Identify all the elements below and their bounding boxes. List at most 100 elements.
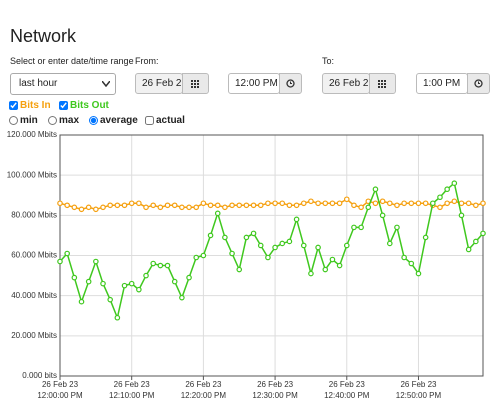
point — [379, 198, 386, 205]
radio[interactable] — [89, 116, 98, 125]
clock-icon — [286, 79, 295, 88]
x-tick-label: 26 Feb 23 12:10:00 PM — [109, 380, 155, 400]
point — [458, 212, 465, 219]
point — [250, 230, 257, 237]
x-tick-label: 26 Feb 23 12:20:00 PM — [180, 380, 227, 400]
range-select[interactable]: last hour — [10, 73, 116, 95]
point — [286, 238, 293, 245]
point — [222, 204, 228, 211]
y-tick-label: 100.000 Mbits — [7, 170, 57, 179]
point — [308, 198, 314, 205]
point — [143, 272, 149, 279]
point — [308, 270, 314, 277]
point — [236, 266, 243, 273]
x-tick-label: 26 Feb 23 12:50:00 PM — [395, 380, 442, 400]
point — [186, 274, 192, 281]
point — [293, 202, 300, 209]
point — [107, 202, 113, 209]
point — [351, 202, 357, 209]
from-time[interactable]: 12:00 PM — [228, 73, 280, 94]
point — [451, 180, 458, 187]
point — [257, 242, 264, 249]
point — [107, 296, 113, 303]
point — [207, 232, 214, 239]
point — [343, 196, 350, 203]
y-tick-label: 60.000 Mbits — [11, 251, 57, 260]
point — [279, 240, 286, 247]
calendar-button[interactable] — [369, 73, 396, 94]
point — [257, 202, 264, 209]
actual-option[interactable]: actual — [145, 115, 185, 126]
point — [451, 198, 458, 205]
page-title: Network — [10, 26, 77, 46]
point — [365, 204, 372, 211]
point — [315, 244, 321, 251]
point — [243, 202, 250, 209]
to-date[interactable]: 26 Feb 2 — [322, 73, 370, 94]
mode-option[interactable]: min — [9, 115, 38, 126]
point — [186, 204, 192, 211]
point — [379, 212, 386, 219]
point — [136, 286, 142, 293]
radio[interactable] — [48, 116, 57, 125]
point — [64, 202, 70, 209]
point — [473, 202, 479, 209]
point — [322, 200, 329, 207]
to-time[interactable]: 1:00 PM — [416, 73, 468, 94]
clock-icon — [474, 79, 483, 88]
clock-button[interactable] — [279, 73, 302, 94]
checkbox[interactable] — [59, 101, 68, 110]
point — [322, 266, 329, 273]
y-tick-label: 20.000 Mbits — [11, 331, 57, 340]
checkbox[interactable] — [145, 116, 154, 125]
mode-option[interactable]: average — [89, 115, 138, 126]
to-label: To: — [322, 56, 335, 66]
point — [114, 314, 121, 321]
point — [171, 278, 178, 285]
point — [329, 200, 336, 207]
y-tick-label: 0.000 bits — [22, 371, 57, 380]
point — [193, 254, 200, 261]
point — [394, 202, 400, 209]
point — [229, 250, 235, 257]
radio[interactable] — [9, 116, 18, 125]
point — [415, 270, 422, 277]
mode-option[interactable]: max — [48, 115, 79, 126]
series-toggle[interactable]: Bits Out — [59, 100, 109, 111]
point — [222, 234, 228, 241]
point — [164, 202, 171, 209]
plot-frame — [59, 134, 484, 377]
point — [343, 242, 350, 249]
caret — [102, 81, 110, 87]
point — [408, 260, 415, 267]
point — [358, 224, 364, 231]
range-value: last hour — [19, 78, 58, 89]
point — [315, 200, 321, 207]
point — [480, 230, 486, 237]
point — [143, 204, 149, 211]
checkbox[interactable] — [9, 101, 18, 110]
clock-button[interactable] — [467, 73, 490, 94]
calendar-button[interactable] — [182, 73, 209, 94]
series-toggle[interactable]: Bits In — [9, 100, 51, 111]
point — [150, 260, 157, 267]
calendar-icon — [378, 80, 386, 88]
point — [128, 200, 135, 207]
mode-label: min — [20, 115, 38, 126]
point — [329, 256, 336, 263]
point — [200, 200, 207, 207]
point — [136, 200, 142, 207]
point — [121, 202, 128, 209]
from-date[interactable]: 26 Feb 2 — [135, 73, 183, 94]
y-tick-label: 120.000 Mbits — [7, 130, 57, 139]
x-tick-label: 26 Feb 23 12:30:00 PM — [252, 380, 298, 400]
point — [422, 234, 429, 241]
point — [78, 206, 85, 213]
point — [265, 254, 271, 261]
point — [408, 200, 415, 207]
range-label: Select or enter date/time range — [10, 56, 134, 66]
calendar-icon — [191, 80, 199, 88]
x-tick-label: 26 Feb 23 12:00:00 PM — [37, 380, 83, 400]
